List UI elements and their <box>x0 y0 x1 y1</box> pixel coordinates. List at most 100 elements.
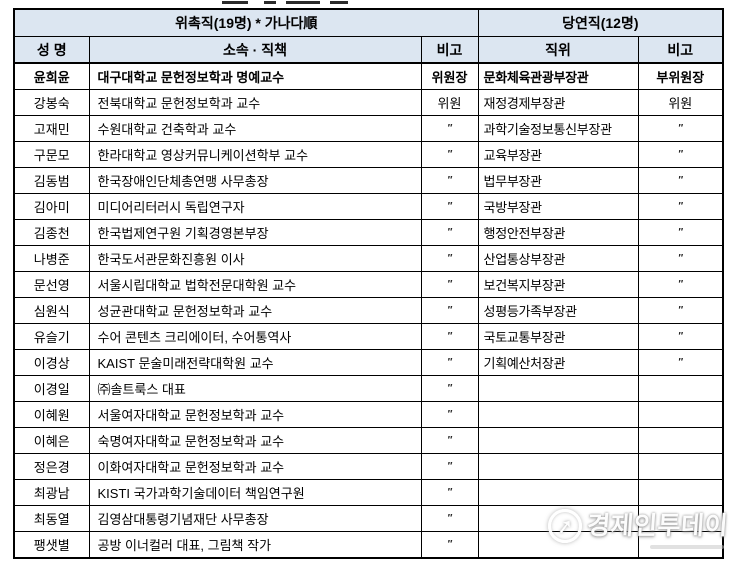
note-cell: ″ <box>420 453 479 480</box>
position-note-cell: ″ <box>637 115 724 142</box>
position-note-cell: ″ <box>637 219 724 246</box>
cropped-title-fragment <box>222 0 362 5</box>
group-header-row: 위촉직(19명) * 가나다順 당연직(12명) <box>13 8 724 37</box>
column-header-row: 성 명 소속 · 직책 비고 직위 비고 <box>13 36 724 64</box>
position-cell: 교육부장관 <box>477 141 639 168</box>
table-row: 이경상 KAIST 문술미래전략대학원 교수 ″ 기획예산처장관 ″ <box>13 349 724 376</box>
note-cell: ″ <box>420 531 479 559</box>
affiliation-cell: 전북대학교 문헌정보학과 교수 <box>88 89 422 116</box>
note-cell: ″ <box>420 167 479 194</box>
name-cell: 고재민 <box>13 115 90 142</box>
group-header-appointed: 위촉직(19명) * 가나다順 <box>13 8 479 37</box>
table-row: 이경일 ㈜솔트룩스 대표 ″ <box>13 375 724 402</box>
affiliation-cell: 한국도서관문화진흥원 이사 <box>88 245 422 272</box>
column-header-name: 성 명 <box>13 36 90 64</box>
group-header-exofficio: 당연직(12명) <box>477 8 724 37</box>
committee-members-table: 위촉직(19명) * 가나다順 당연직(12명) 성 명 소속 · 직책 비고 … <box>13 8 725 559</box>
table-row: 유슬기 수어 콘텐츠 크리에이터, 수어통역사 ″ 국토교통부장관 ″ <box>13 323 724 350</box>
affiliation-cell: 성균관대학교 문헌정보학과 교수 <box>88 297 422 324</box>
affiliation-cell: KISTI 국가과학기술데이터 책임연구원 <box>88 479 422 506</box>
note-cell: ″ <box>420 349 479 376</box>
affiliation-cell: 서울시립대학교 법학전문대학원 교수 <box>88 271 422 298</box>
note-cell: ″ <box>420 271 479 298</box>
affiliation-cell: 숙명여자대학교 문헌정보학과 교수 <box>88 427 422 454</box>
name-cell: 정은경 <box>13 453 90 480</box>
affiliation-cell: KAIST 문술미래전략대학원 교수 <box>88 349 422 376</box>
table-row: 문선영 서울시립대학교 법학전문대학원 교수 ″ 보건복지부장관 ″ <box>13 271 724 298</box>
position-cell: 문화체육관광부장관 <box>477 62 639 90</box>
position-cell <box>477 505 639 532</box>
name-cell: 김동범 <box>13 167 90 194</box>
name-cell: 팽샛별 <box>13 531 90 559</box>
affiliation-cell: 수원대학교 건축학과 교수 <box>88 115 422 142</box>
affiliation-cell: 김영삼대통령기념재단 사무총장 <box>88 505 422 532</box>
table-row: 이혜원 서울여자대학교 문헌정보학과 교수 ″ <box>13 401 724 428</box>
name-cell: 구문모 <box>13 141 90 168</box>
position-note-cell: 부위원장 <box>637 62 724 90</box>
name-cell: 유슬기 <box>13 323 90 350</box>
name-cell: 이경일 <box>13 375 90 402</box>
note-cell: ″ <box>420 479 479 506</box>
affiliation-cell: 공방 이너컬러 대표, 그림책 작가 <box>88 531 422 559</box>
name-cell: 김종천 <box>13 219 90 246</box>
position-cell: 재정경제부장관 <box>477 89 639 116</box>
position-note-cell: ″ <box>637 193 724 220</box>
position-cell: 보건복지부장관 <box>477 271 639 298</box>
position-cell <box>477 427 639 454</box>
table-row: 윤희윤 대구대학교 문헌정보학과 명예교수 위원장 문화체육관광부장관 부위원장 <box>13 62 724 90</box>
position-note-cell <box>637 401 724 428</box>
name-cell: 나병준 <box>13 245 90 272</box>
table-row: 나병준 한국도서관문화진흥원 이사 ″ 산업통상부장관 ″ <box>13 245 724 272</box>
name-cell: 최동열 <box>13 505 90 532</box>
position-note-cell: ″ <box>637 141 724 168</box>
affiliation-cell: 이화여자대학교 문헌정보학과 교수 <box>88 453 422 480</box>
name-cell: 심원식 <box>13 297 90 324</box>
note-cell: ″ <box>420 323 479 350</box>
position-cell: 성평등가족부장관 <box>477 297 639 324</box>
position-note-cell <box>637 479 724 506</box>
table-row: 정은경 이화여자대학교 문헌정보학과 교수 ″ <box>13 453 724 480</box>
position-note-cell <box>637 531 724 559</box>
position-cell: 산업통상부장관 <box>477 245 639 272</box>
name-cell: 강봉숙 <box>13 89 90 116</box>
table-row: 최동열 김영삼대통령기념재단 사무총장 ″ <box>13 505 724 532</box>
position-note-cell: ″ <box>637 349 724 376</box>
affiliation-cell: 수어 콘텐츠 크리에이터, 수어통역사 <box>88 323 422 350</box>
table-row: 팽샛별 공방 이너컬러 대표, 그림책 작가 ″ <box>13 531 724 559</box>
table-row: 고재민 수원대학교 건축학과 교수 ″ 과학기술정보통신부장관 ″ <box>13 115 724 142</box>
table-row: 심원식 성균관대학교 문헌정보학과 교수 ″ 성평등가족부장관 ″ <box>13 297 724 324</box>
name-cell: 김아미 <box>13 193 90 220</box>
affiliation-cell: 서울여자대학교 문헌정보학과 교수 <box>88 401 422 428</box>
note-cell: ″ <box>420 245 479 272</box>
note-cell: ″ <box>420 375 479 402</box>
position-note-cell <box>637 453 724 480</box>
position-note-cell: ″ <box>637 323 724 350</box>
position-cell: 행정안전부장관 <box>477 219 639 246</box>
position-cell <box>477 375 639 402</box>
table-row: 김아미 미디어리터러시 독립연구자 ″ 국방부장관 ″ <box>13 193 724 220</box>
position-cell: 국토교통부장관 <box>477 323 639 350</box>
position-cell <box>477 531 639 559</box>
position-cell <box>477 401 639 428</box>
note-cell: 위원 <box>420 89 479 116</box>
column-header-note-right: 비고 <box>637 36 724 64</box>
note-cell: ″ <box>420 505 479 532</box>
note-cell: ″ <box>420 115 479 142</box>
note-cell: ″ <box>420 427 479 454</box>
position-cell <box>477 479 639 506</box>
column-header-position: 직위 <box>477 36 639 64</box>
column-header-affiliation: 소속 · 직책 <box>88 36 422 64</box>
name-cell: 윤희윤 <box>13 62 90 90</box>
note-cell: ″ <box>420 401 479 428</box>
position-note-cell: ″ <box>637 271 724 298</box>
name-cell: 이혜원 <box>13 401 90 428</box>
name-cell: 이경상 <box>13 349 90 376</box>
table-row: 이혜은 숙명여자대학교 문헌정보학과 교수 ″ <box>13 427 724 454</box>
affiliation-cell: 한국장애인단체총연맹 사무총장 <box>88 167 422 194</box>
affiliation-cell: 한국법제연구원 기획경영본부장 <box>88 219 422 246</box>
table-body: 윤희윤 대구대학교 문헌정보학과 명예교수 위원장 문화체육관광부장관 부위원장 강봉숙 전… <box>13 62 724 559</box>
note-cell: ″ <box>420 193 479 220</box>
affiliation-cell: ㈜솔트룩스 대표 <box>88 375 422 402</box>
note-cell: ″ <box>420 297 479 324</box>
position-note-cell: 위원 <box>637 89 724 116</box>
